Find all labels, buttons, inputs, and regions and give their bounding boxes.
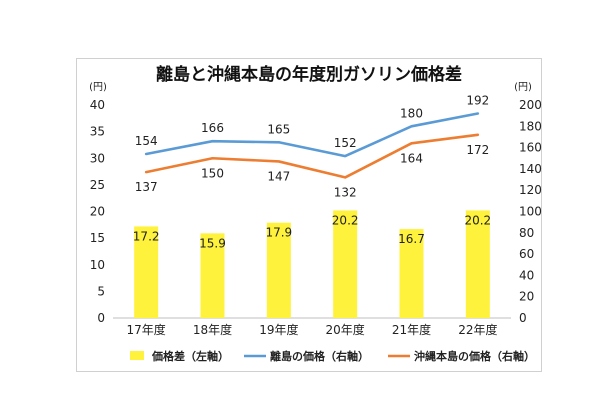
- bar-data-label: 16.7: [398, 232, 425, 246]
- bar-4: [399, 229, 424, 318]
- left-axis-tick-label: 30: [90, 151, 105, 165]
- line-data-label: 150: [201, 166, 224, 180]
- x-axis-tick-label: 22年度: [458, 322, 497, 337]
- bar-data-label: 20.2: [332, 213, 359, 227]
- line-data-label: 192: [466, 94, 489, 108]
- line-data-label: 147: [267, 169, 290, 183]
- left-axis-tick-label: 10: [90, 258, 105, 272]
- right-axis-tick-label: 20: [519, 290, 534, 304]
- chart-title: 離島と沖縄本島の年度別ガソリン価格差: [156, 64, 462, 85]
- bar-3: [333, 210, 358, 318]
- left-axis-tick-label: 20: [90, 205, 105, 219]
- legend-swatch-0: [130, 351, 144, 360]
- right-axis-unit: (円): [514, 82, 532, 93]
- left-axis-tick-label: 15: [90, 231, 105, 245]
- chart-frame: [76, 58, 542, 372]
- right-axis-tick-label: 120: [519, 183, 542, 197]
- right-axis-tick-label: 100: [519, 205, 542, 219]
- x-axis-tick-label: 18年度: [193, 322, 232, 337]
- series-line-1: [144, 133, 480, 179]
- right-axis-tick-label: 200: [519, 98, 542, 112]
- left-axis-tick-label: 40: [90, 98, 105, 112]
- line-data-label: 164: [400, 151, 423, 165]
- line-data-label: 132: [334, 185, 357, 199]
- bar-data-label: 17.2: [133, 229, 160, 243]
- right-axis-tick-label: 40: [519, 268, 534, 282]
- x-axis-tick-label: 17年度: [127, 322, 166, 337]
- line-data-label: 166: [201, 121, 224, 135]
- x-axis-tick-label: 19年度: [259, 322, 298, 337]
- x-axis-tick-label: 21年度: [392, 322, 431, 337]
- bar-0: [134, 226, 159, 318]
- left-axis-unit: (円): [89, 82, 107, 93]
- right-axis-tick-label: 60: [519, 247, 534, 261]
- bar-2: [266, 222, 291, 318]
- left-axis-tick-label: 5: [97, 284, 105, 298]
- left-axis-tick-label: 25: [90, 178, 105, 192]
- bar-data-label: 20.2: [464, 213, 491, 227]
- left-axis-tick-label: 0: [97, 311, 105, 325]
- bar-1: [200, 233, 225, 318]
- right-axis-tick-label: 140: [519, 162, 542, 176]
- bar-data-label: 15.9: [199, 236, 226, 250]
- line-data-label: 152: [334, 136, 357, 150]
- legend-label-0: 価格差（左軸）: [151, 349, 229, 363]
- line-data-label: 154: [135, 134, 158, 148]
- right-axis-tick-label: 180: [519, 119, 542, 133]
- bar-5: [465, 210, 490, 318]
- x-axis-tick-label: 20年度: [326, 322, 365, 337]
- line-data-label: 165: [267, 122, 290, 136]
- series-line-0: [144, 112, 480, 158]
- right-axis-tick-label: 80: [519, 226, 534, 240]
- right-axis-tick-label: 0: [519, 311, 527, 325]
- bar-data-label: 17.9: [265, 226, 292, 240]
- line-data-label: 137: [135, 180, 158, 194]
- line-data-label: 180: [400, 106, 423, 120]
- legend-label-1: 離島の価格（右軸）: [270, 349, 369, 363]
- legend-label-2: 沖縄本島の価格（右軸）: [414, 349, 535, 363]
- left-axis-tick-label: 35: [90, 125, 105, 139]
- right-axis-tick-label: 160: [519, 141, 542, 155]
- line-data-label: 172: [466, 143, 489, 157]
